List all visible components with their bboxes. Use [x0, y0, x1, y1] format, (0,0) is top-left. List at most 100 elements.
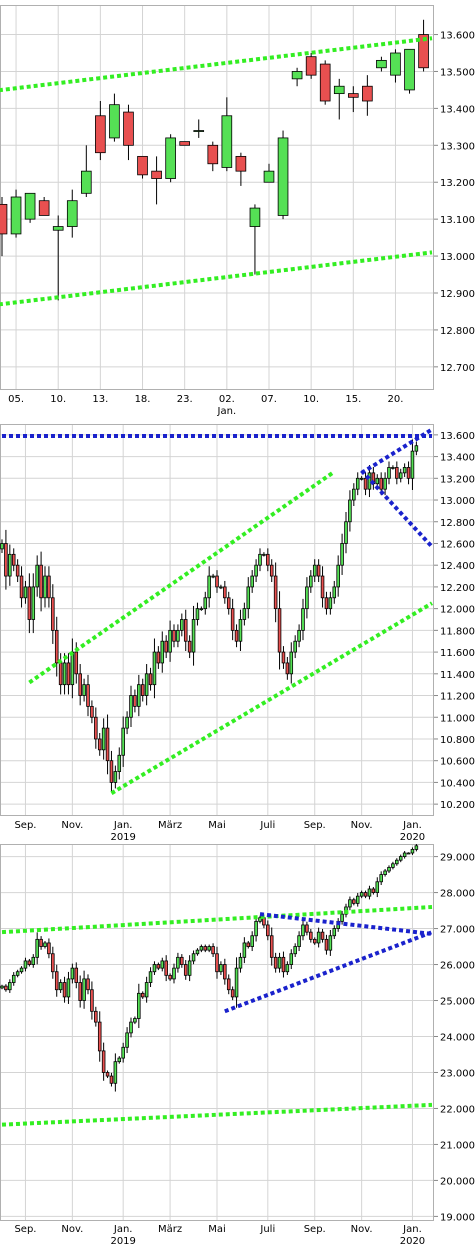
y-tick-label: 12.800	[440, 326, 475, 337]
candle-down	[277, 608, 282, 653]
candle-down	[230, 989, 235, 998]
candle-up	[11, 974, 16, 983]
candle-up	[404, 48, 415, 91]
candle-up	[398, 472, 403, 479]
candle-down	[66, 662, 71, 686]
trendline-green	[1, 1102, 433, 1127]
x-tick-label: 07.	[261, 394, 277, 405]
candle-up	[152, 964, 157, 973]
candle-up	[35, 564, 39, 588]
candle-up	[395, 859, 399, 865]
candle-down	[101, 1050, 106, 1073]
x-tick-label: Jan.	[402, 820, 422, 831]
candle-down	[58, 662, 63, 686]
y-tick-label: 10.400	[440, 778, 475, 789]
y-tick-label: 12.200	[440, 583, 475, 594]
candle-down	[183, 619, 188, 642]
candle-down	[362, 85, 373, 102]
candle-down	[140, 684, 145, 696]
candle-down	[168, 974, 172, 980]
candle-down	[187, 640, 192, 653]
x-tick-label: 10.	[303, 394, 319, 405]
candle-down	[269, 935, 274, 958]
candle-down	[223, 964, 227, 980]
candle-down	[305, 924, 309, 933]
x-tick-sublabel: 2020	[400, 1236, 425, 1247]
candle-up	[195, 608, 200, 620]
grid-middle	[0, 424, 434, 815]
trendlines-bottom	[1, 904, 433, 1127]
candle-down	[47, 942, 51, 955]
candle-up	[0, 543, 4, 550]
candle-up	[144, 982, 149, 998]
plot-frame	[0, 844, 434, 1221]
y-tick-label: 13.500	[440, 67, 475, 78]
x-tick-sublabel: 2020	[400, 832, 425, 840]
candle-up	[398, 856, 403, 861]
candle-up	[8, 553, 12, 577]
candle-down	[324, 597, 329, 610]
trendlines-top	[0, 36, 433, 307]
candle-down	[312, 938, 317, 944]
candle-up	[410, 848, 415, 854]
trendline-blue	[360, 469, 434, 549]
candle-down	[47, 575, 51, 599]
candle-up	[52, 226, 64, 231]
grid-bottom	[0, 844, 434, 1220]
candle-down	[11, 553, 16, 566]
candle-up	[312, 564, 317, 577]
candle-down	[180, 956, 184, 965]
candle-up	[207, 946, 211, 951]
x-tick-label: Jan.	[402, 1224, 422, 1235]
y-tick-label: 22.000	[440, 1104, 475, 1115]
trendline-blue	[259, 912, 433, 936]
candle-up	[80, 170, 92, 194]
candle-up	[383, 477, 387, 490]
candle-up	[113, 1061, 118, 1084]
y-tick-label: 10.800	[440, 735, 475, 746]
candle-up	[258, 553, 262, 566]
candle-down	[352, 899, 356, 904]
x-tick-label: Sep.	[304, 820, 326, 831]
candle-up	[152, 651, 157, 686]
candle-down	[151, 170, 162, 179]
candle-down	[19, 575, 24, 599]
candle-up	[180, 619, 184, 631]
candle-up	[101, 727, 106, 751]
candle-down	[319, 63, 331, 102]
x-tick-label: Nov.	[61, 820, 83, 831]
candle-down	[281, 956, 286, 973]
candle-up	[35, 938, 39, 958]
candle-up	[191, 953, 196, 962]
candles-bottom	[0, 844, 419, 1092]
candle-down	[363, 477, 368, 490]
candle-down	[203, 946, 208, 951]
trendline-green	[0, 36, 433, 93]
candle-up	[109, 104, 120, 139]
candle-up	[348, 899, 352, 908]
candle-down	[54, 971, 59, 991]
candle-up	[250, 575, 254, 588]
candle-up	[332, 586, 337, 599]
candle-up	[238, 956, 243, 969]
y-tick-label: 26.000	[440, 961, 475, 972]
candle-up	[121, 1046, 125, 1059]
x-tick-sublabel: 2019	[110, 832, 135, 840]
candle-down	[379, 477, 383, 490]
candle-down	[137, 155, 148, 176]
y-tick-label: 11.400	[440, 670, 475, 681]
candle-up	[254, 564, 258, 577]
candle-up	[148, 971, 153, 983]
candle-up	[125, 1032, 129, 1048]
candle-up	[176, 956, 180, 969]
chart-panel-top: 12.700 12.800 12.900 13.000 13.100 13.200 13.3…	[0, 5, 475, 417]
y-tick-label: 13.200	[440, 178, 475, 189]
candle-up	[402, 852, 407, 857]
candle-up	[402, 467, 407, 474]
x-tick-label: Sep.	[304, 1224, 326, 1235]
candle-down	[418, 34, 429, 69]
candle-up	[359, 892, 364, 897]
candle-up	[43, 575, 47, 599]
candle-down	[62, 982, 67, 998]
x-tick-sublabel: 2019	[110, 1236, 135, 1247]
